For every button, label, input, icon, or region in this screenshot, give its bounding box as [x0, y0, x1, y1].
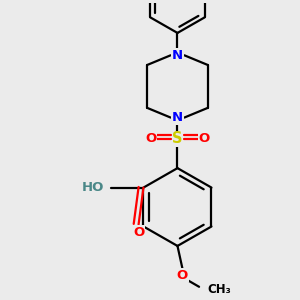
- Text: S: S: [172, 131, 183, 146]
- Text: N: N: [172, 49, 183, 62]
- Text: O: O: [177, 268, 188, 282]
- Text: O: O: [133, 226, 144, 239]
- Text: N: N: [172, 111, 183, 124]
- Text: HO: HO: [82, 181, 104, 194]
- Text: O: O: [146, 132, 157, 146]
- Text: O: O: [198, 132, 210, 146]
- Text: CH₃: CH₃: [207, 283, 231, 296]
